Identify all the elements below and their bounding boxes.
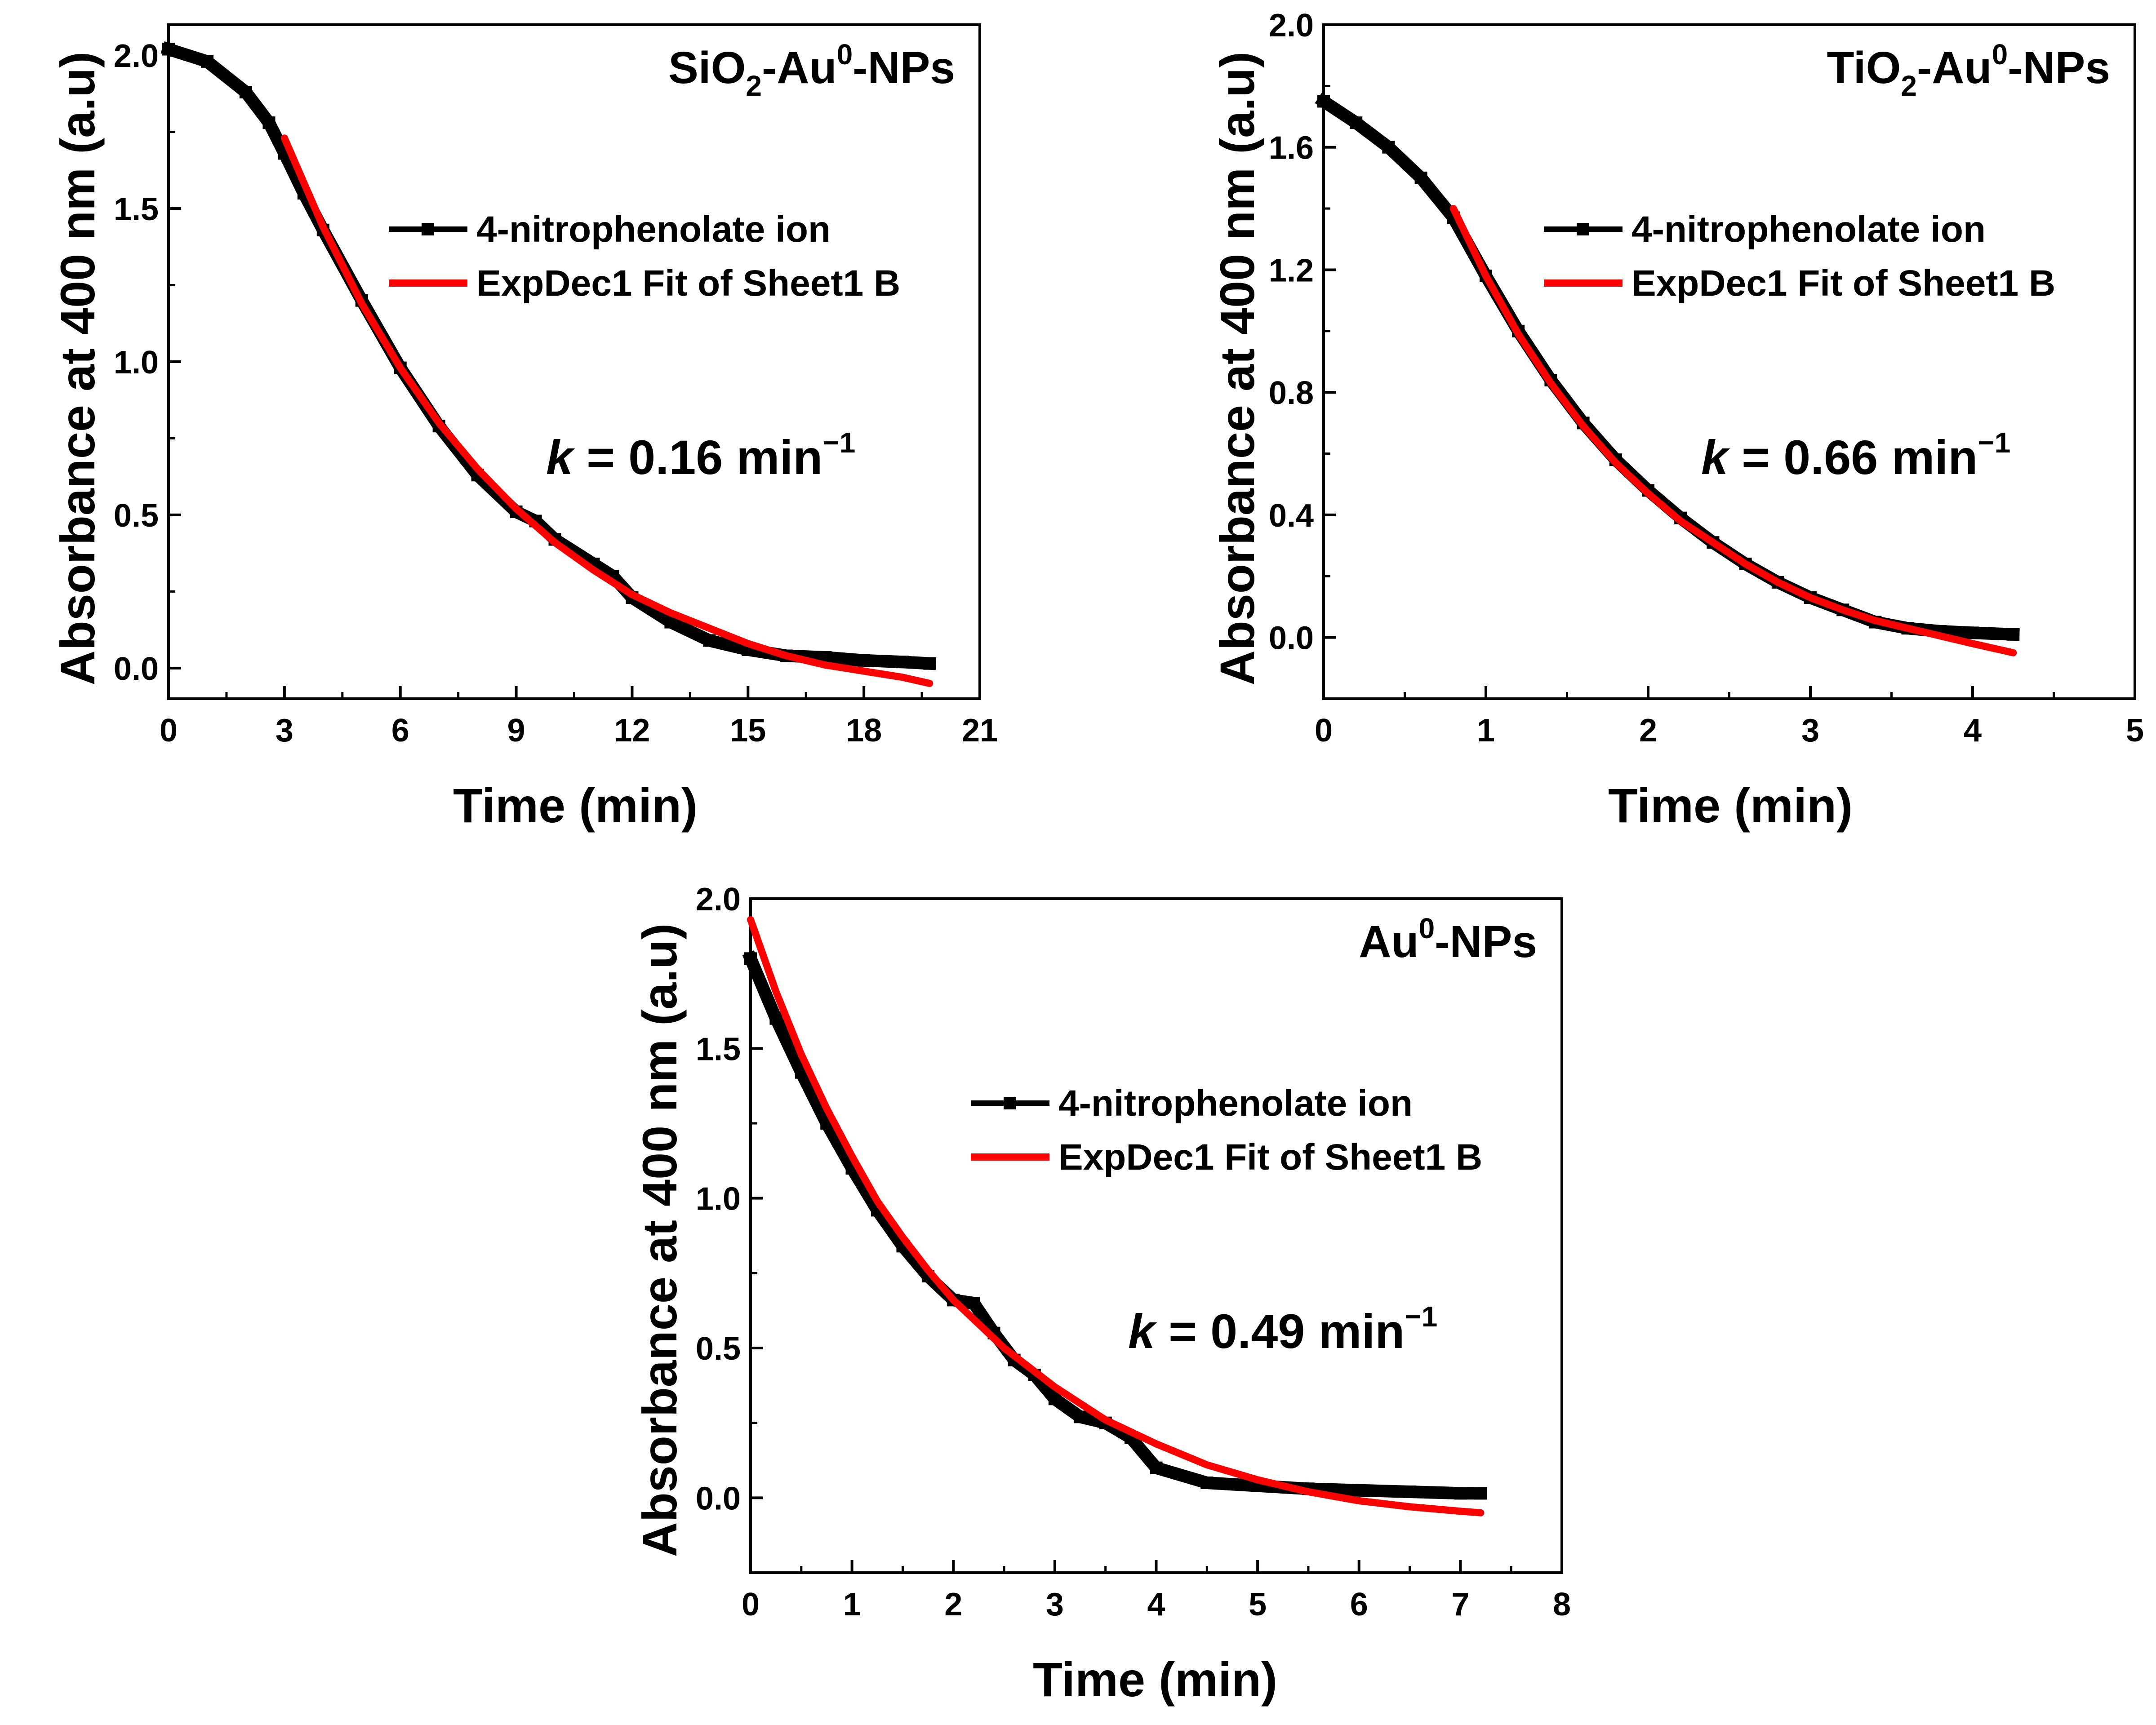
legend-label-fit: ExpDec1 Fit of Sheet1 B bbox=[476, 263, 900, 304]
x-tick-label: 18 bbox=[846, 713, 882, 749]
data-point bbox=[703, 634, 716, 647]
x-tick-label: 3 bbox=[276, 713, 293, 749]
x-tick-label: 0 bbox=[160, 713, 178, 749]
x-tick-label: 5 bbox=[2126, 713, 2144, 749]
y-tick-label: 0.0 bbox=[1269, 621, 1314, 656]
y-tick-label: 1.6 bbox=[1269, 130, 1314, 166]
legend-label-data: 4-nitrophenolate ion bbox=[476, 209, 831, 250]
x-tick-label: 8 bbox=[1553, 1587, 1571, 1623]
x-axis-title: Time (min) bbox=[1608, 778, 1853, 833]
chart-tio2: 0 1 2 3 4 5 0.0 0.4 0.8 1.2 1.6 2.0 Time (min) Absorb… bbox=[1210, 8, 2144, 833]
y-tick-label: 0.4 bbox=[1269, 498, 1314, 534]
x-tick-label: 12 bbox=[614, 713, 650, 749]
data-point bbox=[162, 43, 175, 56]
x-tick-label: 3 bbox=[1801, 713, 1819, 749]
legend-marker bbox=[422, 223, 434, 235]
series-line-fit bbox=[1449, 205, 2017, 656]
panel-title: Au0-NPs bbox=[1359, 912, 1537, 967]
x-tick-label: 3 bbox=[1046, 1587, 1064, 1623]
rate-constant-label: k = 0.66 min−1 bbox=[1701, 426, 2010, 484]
y-tick-label: 1.0 bbox=[114, 345, 159, 381]
x-tick-label: 9 bbox=[507, 713, 525, 749]
x-tick-label: 21 bbox=[962, 713, 998, 749]
data-point bbox=[1382, 141, 1395, 154]
data-point bbox=[1474, 1487, 1487, 1500]
data-point bbox=[1966, 626, 1979, 639]
x-tick-label: 7 bbox=[1451, 1587, 1469, 1623]
x-axis-title: Time (min) bbox=[1033, 1652, 1277, 1707]
y-axis-title: Absorbance at 400 nm (a.u) bbox=[632, 923, 687, 1557]
y-tick-label: 0.0 bbox=[114, 651, 159, 687]
x-axis-title: Time (min) bbox=[453, 778, 698, 833]
y-axis-title: Absorbance at 400 nm (a.u) bbox=[1210, 52, 1264, 685]
series-line-data bbox=[742, 950, 1487, 1500]
data-point bbox=[1317, 95, 1330, 108]
rate-constant-label: k = 0.49 min−1 bbox=[1128, 1300, 1437, 1358]
y-tick-label: 0.5 bbox=[696, 1331, 741, 1367]
data-point bbox=[967, 1297, 980, 1309]
x-tick-label: 4 bbox=[1147, 1587, 1165, 1623]
x-tick-label: 1 bbox=[843, 1587, 861, 1623]
data-point bbox=[896, 656, 909, 669]
legend-label-fit: ExpDec1 Fit of Sheet1 B bbox=[1631, 263, 2055, 304]
series-line-fit bbox=[747, 916, 1485, 1517]
x-tick-label: 6 bbox=[1350, 1587, 1368, 1623]
x-tick-label: 6 bbox=[391, 713, 409, 749]
y-tick-label: 1.5 bbox=[696, 1031, 741, 1067]
legend-label-data: 4-nitrophenolate ion bbox=[1631, 209, 1986, 250]
chart-au: 0 1 2 3 4 5 6 7 8 0.0 0.5 1.0 1.5 2.0 Time (min) Absorb… bbox=[632, 882, 1571, 1707]
y-axis-title: Absorbance at 400 nm (a.u) bbox=[50, 52, 105, 685]
plot-frame bbox=[1322, 23, 2136, 700]
data-point bbox=[1414, 171, 1427, 184]
y-tick-label: 1.0 bbox=[696, 1181, 741, 1217]
x-tick-label: 15 bbox=[730, 713, 766, 749]
data-point bbox=[1352, 1484, 1365, 1497]
panel-title: SiO2-Au0-NPs bbox=[668, 38, 955, 102]
chart-sio2: 0 3 6 9 12 15 18 21 0.0 0.5 1.0 1.5 2.0 Time (min) Abs… bbox=[50, 23, 998, 833]
x-tick-label: 0 bbox=[1315, 713, 1333, 749]
y-tick-label: 2.0 bbox=[114, 38, 159, 74]
data-point bbox=[1454, 1487, 1467, 1500]
data-point bbox=[769, 1012, 782, 1025]
data-point bbox=[262, 116, 276, 129]
data-point bbox=[1200, 1477, 1214, 1489]
y-tick-label: 0.0 bbox=[696, 1481, 741, 1517]
y-tick-label: 0.8 bbox=[1269, 375, 1314, 411]
y-tick-label: 2.0 bbox=[696, 882, 741, 918]
data-point bbox=[923, 657, 936, 670]
y-tick-label: 1.5 bbox=[114, 191, 159, 227]
panel-title: TiO2-Au0-NPs bbox=[1827, 38, 2110, 102]
data-point bbox=[744, 952, 757, 965]
data-point bbox=[239, 86, 252, 98]
plot-frame bbox=[167, 23, 981, 700]
data-point bbox=[1350, 116, 1363, 129]
x-tick-label: 2 bbox=[1639, 713, 1657, 749]
rate-constant-label: k = 0.16 min−1 bbox=[546, 426, 855, 484]
legend-marker bbox=[1004, 1097, 1016, 1109]
data-point bbox=[2007, 628, 2020, 641]
data-point bbox=[858, 654, 871, 667]
x-tick-label: 0 bbox=[742, 1587, 760, 1623]
y-tick-label: 0.5 bbox=[114, 498, 159, 534]
x-tick-label: 5 bbox=[1249, 1587, 1267, 1623]
x-tick-label: 2 bbox=[944, 1587, 962, 1623]
data-point bbox=[200, 55, 213, 68]
data-point bbox=[1048, 1392, 1061, 1406]
legend-label-fit: ExpDec1 Fit of Sheet1 B bbox=[1058, 1137, 1482, 1178]
y-tick-label: 2.0 bbox=[1269, 8, 1314, 44]
legend-marker bbox=[1577, 223, 1589, 235]
data-point bbox=[1403, 1486, 1416, 1498]
series-line-fit bbox=[280, 134, 934, 687]
y-tick-label: 1.2 bbox=[1269, 253, 1314, 288]
x-tick-label: 4 bbox=[1964, 713, 1982, 749]
legend-label-data: 4-nitrophenolate ion bbox=[1058, 1083, 1413, 1124]
data-point bbox=[1150, 1461, 1163, 1474]
data-point bbox=[1074, 1410, 1087, 1423]
x-tick-label: 1 bbox=[1477, 713, 1495, 749]
